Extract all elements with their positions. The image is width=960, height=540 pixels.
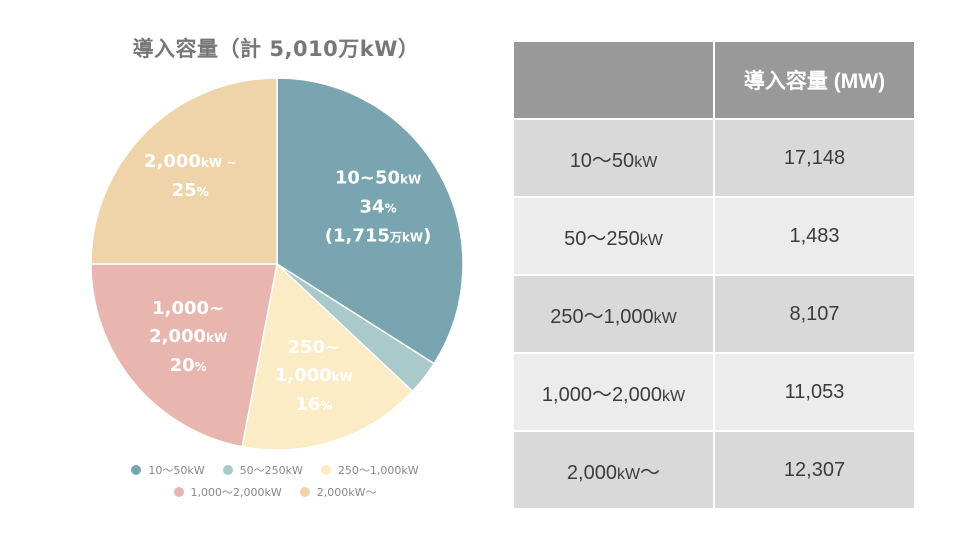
table-cell-range: 250〜1,000kW bbox=[512, 274, 715, 354]
table-cell-capacity: 1,483 bbox=[713, 196, 916, 276]
slice-label-line: 2,000kW bbox=[149, 325, 228, 347]
legend-label: 2,000kW〜 bbox=[316, 486, 377, 499]
table-row: 10〜50kW 17,148 bbox=[512, 118, 916, 198]
legend-item-250-to-1000kw: 250〜1,000kW bbox=[320, 462, 419, 478]
pie-chart bbox=[90, 77, 464, 451]
legend-label: 1,000〜2,000kW bbox=[190, 486, 282, 499]
table-row: 50〜250kW 1,483 bbox=[512, 196, 916, 276]
slice-label-line: (1,715万kW) bbox=[324, 225, 432, 247]
legend-item-50-to-250kw: 50〜250kW bbox=[222, 462, 303, 478]
slice-label-line: 1,000~ bbox=[152, 297, 225, 319]
legend-label: 250〜1,000kW bbox=[337, 464, 419, 477]
chart-legend: 10〜50kW 50〜250kW 250〜1,000kW 1,000〜2,000kW 2… bbox=[100, 462, 450, 500]
pie-slice-10-to-50kw bbox=[276, 77, 464, 365]
slice-label-line: 34% bbox=[359, 196, 397, 218]
pie-slice-1000-to-2000kw bbox=[90, 263, 278, 448]
table-header-row: 導入容量 (MW) bbox=[512, 40, 916, 120]
legend-label: 10〜50kW bbox=[148, 464, 205, 477]
slice-label-10-to-50kw: 10~50kW 34% (1,715万kW) bbox=[325, 165, 432, 252]
table-cell-capacity: 17,148 bbox=[713, 118, 916, 198]
table-cell-range: 2,000kW〜 bbox=[512, 430, 715, 510]
slice-label-line: 10~50kW bbox=[334, 167, 422, 189]
slice-label-line: 2,000kW ~ bbox=[143, 151, 237, 173]
legend-swatch bbox=[131, 465, 142, 475]
table-row: 1,000〜2,000kW 11,053 bbox=[512, 352, 916, 432]
slice-label-line: 25% bbox=[171, 180, 209, 202]
slice-label-2000kw-to: 2,000kW ~ 25% bbox=[144, 148, 236, 206]
capacity-table: 導入容量 (MW) 10〜50kW 17,148 50〜250kW 1,483 250〜… bbox=[512, 40, 916, 510]
legend-swatch bbox=[320, 465, 331, 475]
pie-slice-2000kw-to bbox=[90, 77, 278, 265]
table-cell-capacity: 11,053 bbox=[713, 352, 916, 432]
legend-item-10-to-50kw: 10〜50kW bbox=[131, 462, 205, 478]
legend-item-2000kw-to: 2,000kW〜 bbox=[299, 484, 377, 500]
table-cell-range: 50〜250kW bbox=[512, 196, 715, 276]
table-cell-range: 10〜50kW bbox=[512, 118, 715, 198]
pie-slice-250-to-1000kw bbox=[241, 262, 414, 451]
legend-swatch bbox=[299, 487, 310, 497]
slice-label-line: 16% bbox=[295, 394, 333, 416]
legend-swatch bbox=[173, 487, 184, 497]
slice-label-line: 20% bbox=[169, 354, 207, 376]
legend-item-1000-to-2000kw: 1,000〜2,000kW bbox=[173, 484, 282, 500]
table-cell-range: 1,000〜2,000kW bbox=[512, 352, 715, 432]
slice-label-250-to-1000kw: 250~ 1,000kW 16% bbox=[275, 334, 353, 420]
legend-label: 50〜250kW bbox=[239, 464, 303, 477]
slice-label-line: 1,000kW bbox=[274, 365, 353, 387]
slice-label-1000-to-2000kw: 1,000~ 2,000kW 20% bbox=[149, 295, 227, 381]
table-body: 10〜50kW 17,148 50〜250kW 1,483 250〜1,000kW 8,1… bbox=[512, 118, 916, 510]
table-header-corner bbox=[512, 40, 715, 120]
legend-swatch bbox=[222, 465, 233, 475]
table-cell-capacity: 8,107 bbox=[713, 274, 916, 354]
table-cell-capacity: 12,307 bbox=[713, 430, 916, 510]
table-row: 250〜1,000kW 8,107 bbox=[512, 274, 916, 354]
table-row: 2,000kW〜 12,307 bbox=[512, 430, 916, 510]
table-header-capacity: 導入容量 (MW) bbox=[713, 40, 916, 120]
chart-title: 導入容量（計 5,010万kW） bbox=[132, 37, 420, 61]
slice-label-line: 250~ bbox=[287, 337, 341, 359]
